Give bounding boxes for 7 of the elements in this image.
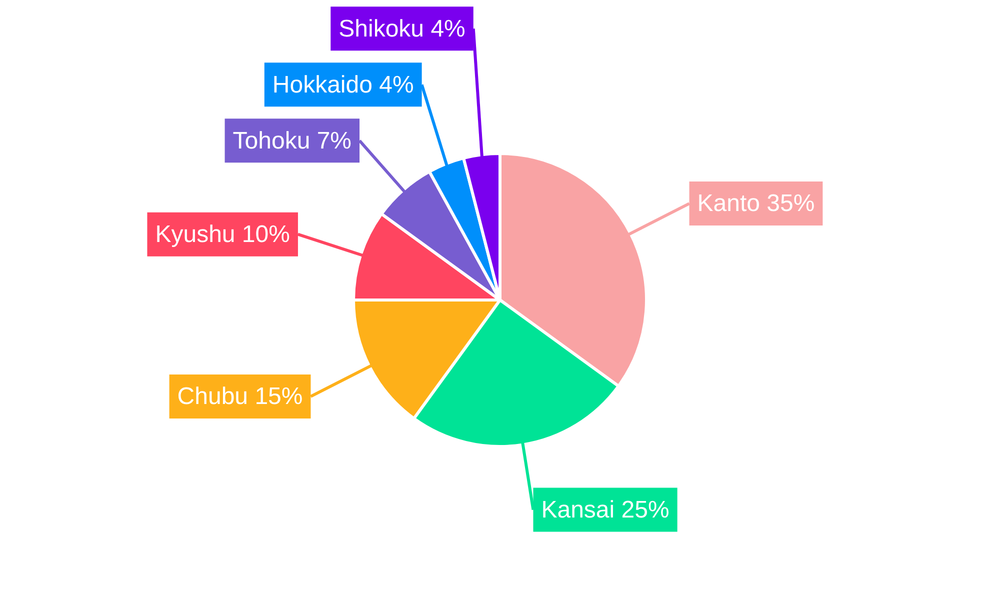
slice-label: Hokkaido 4% xyxy=(272,71,414,98)
slice-label: Kansai 25% xyxy=(541,496,670,524)
slice-label: Kanto 35% xyxy=(697,190,815,218)
slice-label: Chubu 15% xyxy=(177,383,303,410)
slice-label: Shikoku 4% xyxy=(338,15,466,42)
slice-label: Tohoku 7% xyxy=(232,127,352,154)
slice-label: Kyushu 10% xyxy=(155,220,290,248)
